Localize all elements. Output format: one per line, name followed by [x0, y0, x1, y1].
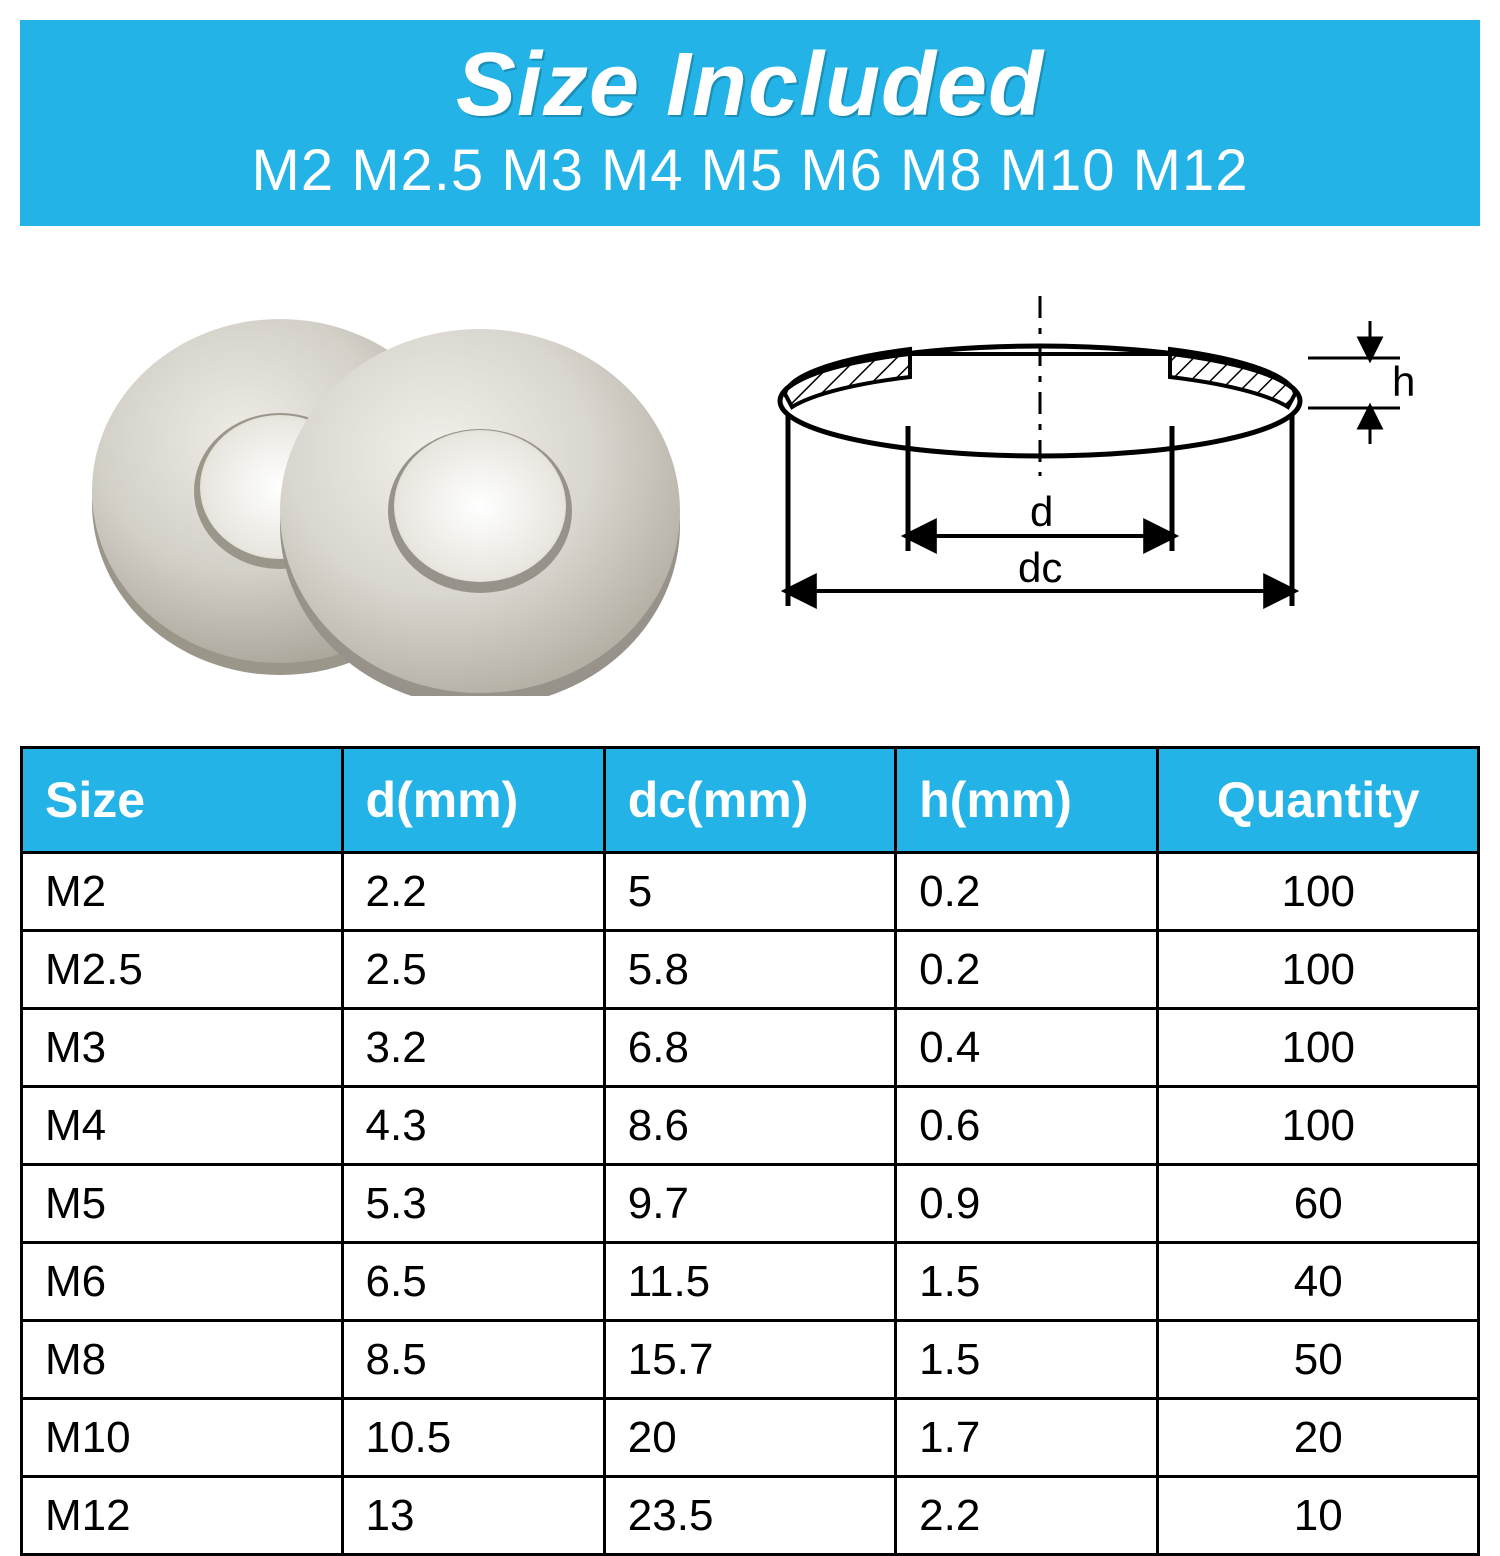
table-row: M55.39.70.960: [22, 1165, 1479, 1243]
col-quantity: Quantity: [1158, 747, 1479, 853]
table-cell: 2.5: [342, 931, 604, 1009]
washer-photo: [60, 276, 700, 696]
table-cell: 100: [1158, 1087, 1479, 1165]
table-cell: 100: [1158, 1009, 1479, 1087]
table-cell: 1.5: [896, 1243, 1158, 1321]
table-cell: M2.5: [22, 931, 343, 1009]
table-cell: 5.3: [342, 1165, 604, 1243]
dimension-diagram: h d dc: [740, 276, 1440, 696]
table-cell: 0.2: [896, 931, 1158, 1009]
table-cell: M3: [22, 1009, 343, 1087]
table-header-row: Size d(mm) dc(mm) h(mm) Quantity: [22, 747, 1479, 853]
table-row: M33.26.80.4100: [22, 1009, 1479, 1087]
table-cell: 11.5: [604, 1243, 895, 1321]
table-cell: 10.5: [342, 1399, 604, 1477]
table-cell: 8.6: [604, 1087, 895, 1165]
table-cell: 2.2: [342, 853, 604, 931]
size-banner: Size Included M2 M2.5 M3 M4 M5 M6 M8 M10…: [20, 20, 1480, 226]
table-cell: M10: [22, 1399, 343, 1477]
table-row: M66.511.51.540: [22, 1243, 1479, 1321]
diagram-label-d: d: [1030, 488, 1053, 535]
size-table: Size d(mm) dc(mm) h(mm) Quantity M22.250…: [20, 746, 1480, 1556]
table-cell: 1.5: [896, 1321, 1158, 1399]
table-cell: 100: [1158, 853, 1479, 931]
table-cell: M12: [22, 1477, 343, 1555]
table-cell: 6.5: [342, 1243, 604, 1321]
table-cell: 20: [604, 1399, 895, 1477]
size-table-wrap: Size d(mm) dc(mm) h(mm) Quantity M22.250…: [20, 746, 1480, 1556]
table-row: M1010.5201.720: [22, 1399, 1479, 1477]
table-cell: 13: [342, 1477, 604, 1555]
table-cell: M5: [22, 1165, 343, 1243]
table-row: M22.250.2100: [22, 853, 1479, 931]
banner-sizes-line: M2 M2.5 M3 M4 M5 M6 M8 M10 M12: [20, 137, 1480, 204]
table-cell: M8: [22, 1321, 343, 1399]
table-cell: 50: [1158, 1321, 1479, 1399]
table-cell: 0.6: [896, 1087, 1158, 1165]
table-row: M121323.52.210: [22, 1477, 1479, 1555]
table-row: M88.515.71.550: [22, 1321, 1479, 1399]
col-size: Size: [22, 747, 343, 853]
table-cell: 5.8: [604, 931, 895, 1009]
table-cell: 0.2: [896, 853, 1158, 931]
table-cell: M6: [22, 1243, 343, 1321]
table-cell: M4: [22, 1087, 343, 1165]
table-cell: 0.4: [896, 1009, 1158, 1087]
table-cell: 5: [604, 853, 895, 931]
table-cell: 8.5: [342, 1321, 604, 1399]
table-cell: 0.9: [896, 1165, 1158, 1243]
table-cell: 3.2: [342, 1009, 604, 1087]
table-cell: 6.8: [604, 1009, 895, 1087]
illustration-row: h d dc: [20, 256, 1480, 736]
banner-title: Size Included: [20, 38, 1480, 133]
col-dc: dc(mm): [604, 747, 895, 853]
table-cell: 10: [1158, 1477, 1479, 1555]
col-h: h(mm): [896, 747, 1158, 853]
table-cell: 40: [1158, 1243, 1479, 1321]
table-cell: 1.7: [896, 1399, 1158, 1477]
table-cell: 9.7: [604, 1165, 895, 1243]
table-cell: 15.7: [604, 1321, 895, 1399]
table-cell: 4.3: [342, 1087, 604, 1165]
table-row: M2.52.55.80.2100: [22, 931, 1479, 1009]
diagram-label-dc: dc: [1018, 544, 1062, 591]
table-cell: 20: [1158, 1399, 1479, 1477]
table-cell: M2: [22, 853, 343, 931]
col-d: d(mm): [342, 747, 604, 853]
table-cell: 100: [1158, 931, 1479, 1009]
table-cell: 23.5: [604, 1477, 895, 1555]
table-cell: 60: [1158, 1165, 1479, 1243]
table-row: M44.38.60.6100: [22, 1087, 1479, 1165]
diagram-label-h: h: [1392, 358, 1415, 405]
table-cell: 2.2: [896, 1477, 1158, 1555]
